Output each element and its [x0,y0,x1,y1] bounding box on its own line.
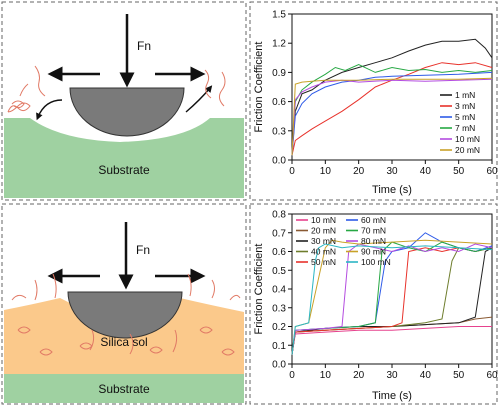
legend-label: 60 mN [361,215,386,225]
legend-label: 40 mN [311,247,336,257]
y-tick-label: 0.4 [272,285,286,296]
series-line [291,62,493,156]
y-axis-label: Friction Coefficient [253,42,265,133]
legend-label: 5 mN [455,112,475,122]
substrate-label: Substrate [98,163,150,177]
y-tick-label: 0.6 [272,97,286,108]
y-tick-label: 0.0 [272,156,286,167]
frame-bottom-left [1,203,247,405]
legend-label: 1 mN [455,90,475,100]
series-line [291,77,493,156]
y-tick-label: 1.5 [272,10,286,21]
y-tick-label: 1.2 [272,39,286,50]
legend-label: 7 mN [455,123,475,133]
legend-label: 80 mN [361,236,386,246]
y-tick-label: 0.6 [272,247,286,258]
schematic-sol-contact: Fn Silica sol Substrate [4,222,244,403]
y-tick-label: 0.0 [272,360,286,371]
sol-particles [11,273,241,356]
x-tick-label: 0 [289,166,295,177]
x-axis-label: Time (s) [372,184,412,196]
y-tick-label: 0.1 [272,341,286,352]
series-line [291,316,493,355]
hemisphere-tip-bottom [67,291,183,339]
series-line [291,243,493,355]
x-tick-label: 50 [453,166,465,177]
legend-label: 20 mN [311,226,336,236]
frame-top-left [1,1,247,201]
x-tick-label: 0 [289,370,295,381]
y-tick-label: 0.9 [272,68,286,79]
x-tick-label: 40 [420,370,432,381]
series-line [291,64,493,156]
legend-label: 90 mN [361,247,386,257]
y-tick-label: 0.5 [272,266,286,277]
legend-label: 10 mN [311,215,336,225]
series-line [291,38,493,156]
y-tick-label: 0.8 [272,210,286,221]
legend-label: 100 mN [361,257,391,267]
hemisphere-tip [69,87,185,137]
frame-bottom-right [249,203,498,405]
legend-label: 50 mN [311,257,336,267]
x-axis-label: Time (s) [372,390,412,402]
x-tick-label: 60 [486,166,498,177]
legend-label: 30 mN [311,236,336,246]
y-tick-label: 0.3 [272,303,286,314]
x-tick-label: 10 [320,370,332,381]
y-tick-label: 0.7 [272,228,286,239]
chart-top: 0 10 20 30 40 50 60 0.0 0.3 0.6 0.9 1.2 1.5 1 mN3 m… [253,10,498,197]
x-tick-label: 10 [320,166,332,177]
legend-label: 20 mN [455,145,480,155]
substrate-label-bottom: Substrate [98,382,150,396]
series-line [291,243,493,355]
x-tick-label: 20 [353,370,365,381]
chart-bottom: 0 10 20 30 40 50 60 0.0 0.1 0.2 0.3 0.4 0.5 0.6 0.7 0.… [253,210,498,403]
y-axis-label: Friction Coefficient [253,244,265,335]
normal-force-label-bottom: Fn [136,243,150,257]
legend-label: 70 mN [361,226,386,236]
substrate-block [4,118,244,198]
legend-label: 10 mN [455,134,480,144]
y-tick-label: 0.3 [272,126,286,137]
x-tick-label: 50 [453,370,465,381]
schematic-dry-contact: Fn Substrate [4,14,244,198]
x-tick-label: 20 [353,166,365,177]
wear-debris [7,65,226,113]
x-tick-label: 30 [386,166,398,177]
substrate-block-bottom [4,374,244,403]
left-debris-arrow [36,99,63,121]
frame-top-right [249,1,498,201]
x-tick-label: 30 [386,370,398,381]
silica-sol-label: Silica sol [100,335,147,349]
x-tick-label: 60 [486,370,498,381]
y-tick-label: 0.2 [272,322,286,333]
normal-force-label: Fn [137,39,151,53]
x-tick-label: 40 [420,166,432,177]
series-line [291,326,492,355]
right-debris-arrow [185,85,213,113]
series-line [291,247,493,355]
legend-label: 3 mN [455,101,475,111]
